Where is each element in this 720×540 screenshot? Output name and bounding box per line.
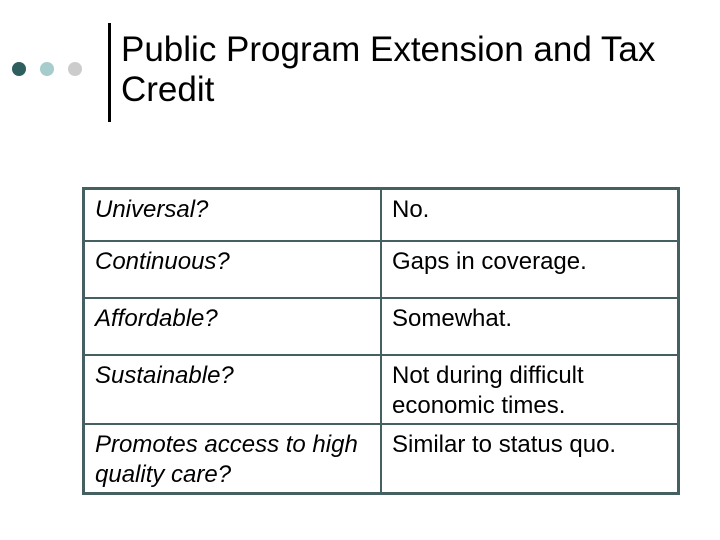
criterion-cell: Affordable? [82,296,382,356]
comparison-table: Universal? No. Continuous? Gaps in cover… [82,187,680,495]
slide-title-line-2: Credit [121,70,215,110]
table-row: Promotes access to high quality care? Si… [82,422,680,495]
title-divider-line [108,23,111,122]
assessment-cell: No. [380,187,680,242]
assessment-cell: Gaps in coverage. [380,239,680,299]
criterion-cell: Promotes access to high quality care? [82,422,382,495]
criterion-cell: Continuous? [82,239,382,299]
criterion-cell: Universal? [82,187,382,242]
table-row: Affordable? Somewhat. [82,296,680,356]
assessment-cell: Similar to status quo. [380,422,680,495]
table-row: Universal? No. [82,187,680,242]
slide-title: Public Program Extension and Tax Credit [121,30,696,111]
assessment-cell: Somewhat. [380,296,680,356]
slide-bullet-decoration [12,62,82,76]
light-teal-bullet-icon [40,62,54,76]
table-row: Sustainable? Not during difficult econom… [82,353,680,425]
gray-bullet-icon [68,62,82,76]
table-row: Continuous? Gaps in coverage. [82,239,680,299]
criterion-cell: Sustainable? [82,353,382,425]
assessment-cell: Not during difficult economic times. [380,353,680,425]
dark-teal-bullet-icon [12,62,26,76]
slide-title-line-1: Public Program Extension and Tax [121,30,656,69]
